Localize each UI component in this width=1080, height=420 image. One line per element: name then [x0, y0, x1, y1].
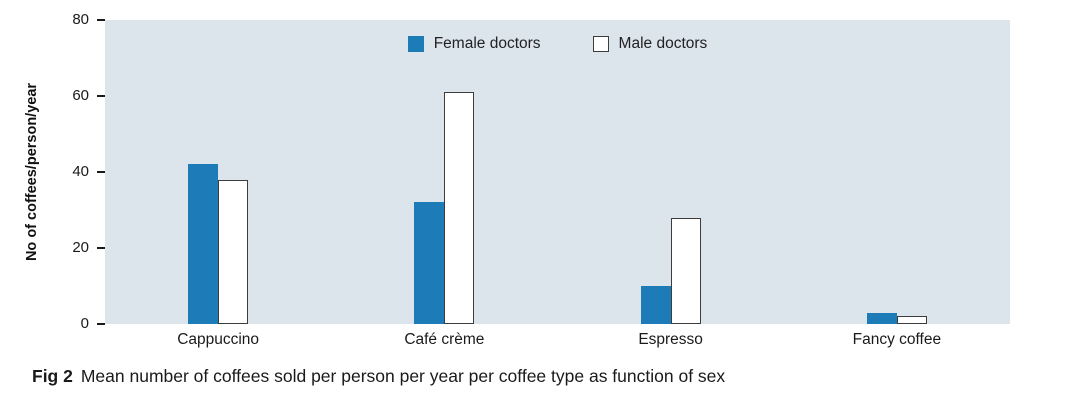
x-category-label: Café crème	[404, 331, 485, 348]
legend-item: Male doctors	[592, 35, 708, 53]
legend: Female doctors Male doctors	[105, 35, 1010, 53]
y-tick-label: 80	[72, 11, 89, 28]
y-tick-mark	[97, 323, 105, 325]
figure-number: Fig 2	[32, 366, 73, 386]
y-tick-label: 40	[72, 163, 89, 180]
legend-label: Male doctors	[618, 35, 708, 52]
female-doctors-swatch-icon	[407, 36, 424, 52]
figure-caption: Fig 2 Mean number of coffees sold per per…	[32, 366, 1070, 387]
bar-chart: No of coffees/person/year Female doctors…	[10, 6, 1070, 354]
male-doctors-swatch-icon	[592, 36, 609, 52]
bar-series2	[896, 316, 927, 324]
x-category-label: Cappuccino	[177, 331, 260, 348]
bar-series1	[866, 312, 897, 324]
plot-area: Female doctors Male doctors	[105, 20, 1010, 324]
bar-series1	[188, 164, 219, 324]
bar-series1	[414, 202, 445, 324]
y-tick-label: 60	[72, 87, 89, 104]
x-category-label: Fancy coffee	[852, 331, 942, 348]
y-tick-mark	[97, 171, 105, 173]
caption-text: Mean number of coffees sold per person p…	[80, 366, 726, 386]
y-tick-mark	[97, 95, 105, 97]
y-tick-label: 0	[80, 315, 89, 332]
bar-series1	[640, 286, 671, 324]
y-tick-mark	[97, 247, 105, 249]
bar-series2	[444, 92, 475, 324]
bar-series2	[670, 217, 701, 324]
legend-item: Female doctors	[407, 35, 541, 53]
y-tick-mark	[97, 19, 105, 21]
legend-label: Female doctors	[433, 35, 541, 52]
bar-series2	[218, 179, 249, 324]
y-tick-label: 20	[72, 239, 89, 256]
x-category-label: Espresso	[638, 331, 703, 348]
